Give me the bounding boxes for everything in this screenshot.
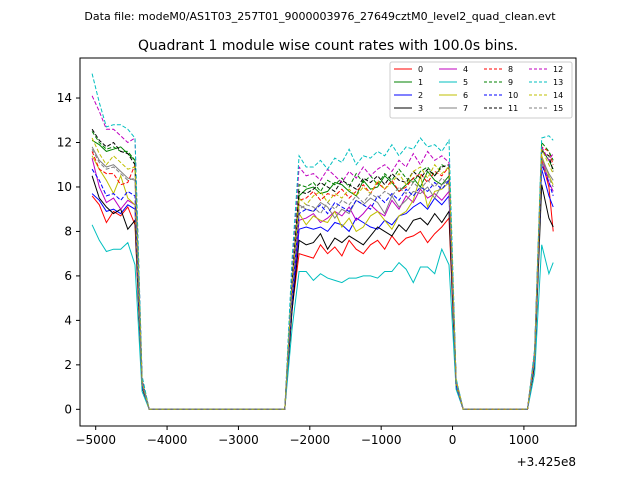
series-line-15 — [91, 148, 554, 410]
legend-label: 12 — [553, 65, 563, 74]
series-line-14 — [91, 137, 554, 410]
y-tick-label: 4 — [64, 313, 72, 327]
legend-label: 7 — [463, 104, 468, 113]
x-tick-label: −5000 — [75, 433, 116, 447]
legend-item-11: 11 — [484, 104, 518, 113]
plot-area-frame — [79, 57, 577, 427]
x-tick-label: −1000 — [361, 433, 402, 447]
legend-label: 13 — [553, 78, 563, 87]
series-line-4 — [91, 155, 554, 410]
series-line-7 — [91, 146, 554, 410]
legend-label: 9 — [508, 78, 513, 87]
legend-label: 14 — [553, 91, 563, 100]
legend-label: 1 — [418, 78, 423, 87]
series-line-10 — [91, 164, 554, 410]
legend-item-3: 3 — [394, 104, 423, 113]
legend-label: 11 — [508, 104, 518, 113]
x-tick-label: 1000 — [509, 433, 540, 447]
legend-label: 6 — [463, 91, 468, 100]
legend-item-14: 14 — [529, 91, 563, 100]
legend-item-12: 12 — [529, 65, 563, 74]
series-line-6 — [91, 155, 554, 410]
legend-item-1: 1 — [394, 78, 423, 87]
legend-item-8: 8 — [484, 65, 513, 74]
y-tick-label: 10 — [57, 180, 72, 194]
x-tick-label: −3000 — [218, 433, 259, 447]
legend-label: 10 — [508, 91, 518, 100]
legend-item-9: 9 — [484, 78, 513, 87]
y-tick-label: 8 — [64, 224, 72, 238]
legend-item-15: 15 — [529, 104, 563, 113]
x-tick-label: −2000 — [290, 433, 331, 447]
y-tick-label: 12 — [57, 135, 72, 149]
y-tick-label: 2 — [64, 358, 72, 372]
y-tick-label: 14 — [57, 91, 72, 105]
series-line-11 — [91, 128, 554, 410]
chart-title: Quadrant 1 module wise count rates with … — [138, 38, 518, 54]
legend-item-2: 2 — [394, 91, 423, 100]
y-axis: 0 2 4 6 8 10 12 14 — [57, 91, 80, 416]
legend-item-7: 7 — [439, 104, 468, 113]
series-line-2 — [91, 169, 554, 410]
series-line-8 — [91, 146, 554, 410]
x-tick-label: 0 — [449, 433, 457, 447]
x-axis: −5000 −4000 −3000 −2000 −1000 0 1000 — [75, 426, 539, 447]
legend-item-5: 5 — [439, 78, 468, 87]
legend-label: 8 — [508, 65, 513, 74]
series-line-13 — [91, 73, 554, 410]
x-offset-label: +3.425e8 — [517, 455, 576, 469]
legend-label: 5 — [463, 78, 468, 87]
series-line-5 — [91, 224, 554, 410]
legend-label: 3 — [418, 104, 423, 113]
legend-item-0: 0 — [394, 65, 423, 74]
legend-item-6: 6 — [439, 91, 468, 100]
legend-label: 0 — [418, 65, 423, 74]
data-file-label: Data file: modeM0/AS1T03_257T01_90000039… — [84, 10, 556, 23]
legend-item-10: 10 — [484, 91, 518, 100]
series-line-12 — [91, 95, 554, 410]
series-line-9 — [91, 131, 554, 410]
x-tick-label: −4000 — [147, 433, 188, 447]
legend-box — [389, 61, 573, 119]
plot-lines — [91, 73, 554, 410]
legend-label: 2 — [418, 91, 423, 100]
legend-label: 15 — [553, 104, 563, 113]
legend-item-13: 13 — [529, 78, 563, 87]
legend-label: 4 — [463, 65, 468, 74]
y-tick-label: 6 — [64, 269, 72, 283]
legend-item-4: 4 — [439, 65, 468, 74]
y-tick-label: 0 — [64, 402, 72, 416]
